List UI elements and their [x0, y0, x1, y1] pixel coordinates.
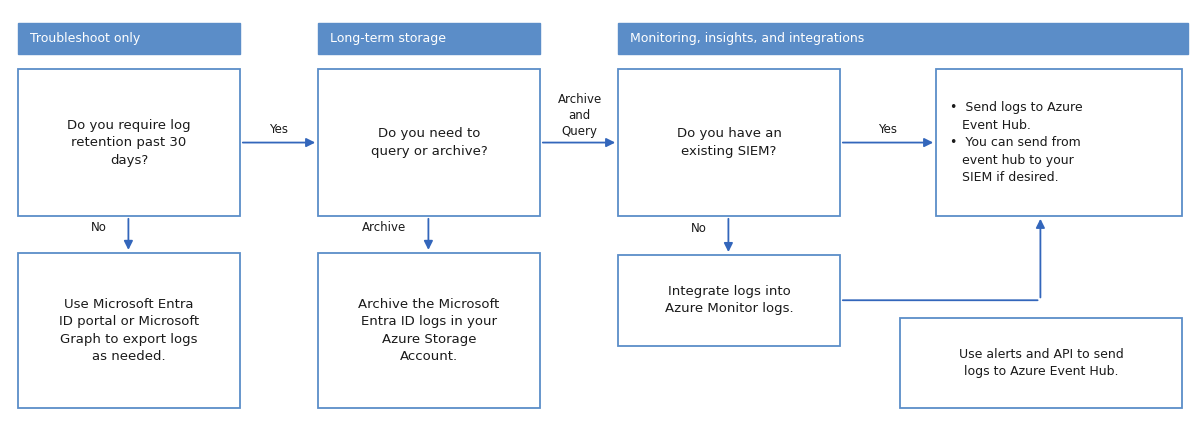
FancyBboxPatch shape: [318, 253, 540, 408]
FancyBboxPatch shape: [18, 253, 240, 408]
FancyBboxPatch shape: [18, 23, 240, 54]
FancyBboxPatch shape: [318, 23, 540, 54]
Text: Archive: Archive: [362, 221, 406, 234]
Text: Archive the Microsoft
Entra ID logs in your
Azure Storage
Account.: Archive the Microsoft Entra ID logs in y…: [359, 298, 499, 363]
Text: •  Send logs to Azure
   Event Hub.
•  You can send from
   event hub to your
  : • Send logs to Azure Event Hub. • You ca…: [950, 101, 1084, 184]
Text: Use alerts and API to send
logs to Azure Event Hub.: Use alerts and API to send logs to Azure…: [959, 348, 1123, 378]
Text: Yes: Yes: [269, 123, 288, 136]
Text: Archive
and
Query: Archive and Query: [558, 93, 601, 138]
Text: Long-term storage: Long-term storage: [330, 32, 446, 45]
Text: Monitoring, insights, and integrations: Monitoring, insights, and integrations: [630, 32, 864, 45]
FancyBboxPatch shape: [18, 69, 240, 216]
FancyBboxPatch shape: [618, 255, 840, 346]
Text: No: No: [690, 222, 707, 235]
Text: Do you require log
retention past 30
days?: Do you require log retention past 30 day…: [67, 118, 191, 167]
Text: Integrate logs into
Azure Monitor logs.: Integrate logs into Azure Monitor logs.: [665, 285, 793, 315]
FancyBboxPatch shape: [618, 69, 840, 216]
Text: Yes: Yes: [878, 123, 898, 136]
FancyBboxPatch shape: [936, 69, 1182, 216]
FancyBboxPatch shape: [318, 69, 540, 216]
Text: Troubleshoot only: Troubleshoot only: [30, 32, 140, 45]
Text: Do you need to
query or archive?: Do you need to query or archive?: [371, 127, 487, 158]
Text: Use Microsoft Entra
ID portal or Microsoft
Graph to export logs
as needed.: Use Microsoft Entra ID portal or Microso…: [59, 298, 199, 363]
FancyBboxPatch shape: [618, 23, 1188, 54]
Text: Do you have an
existing SIEM?: Do you have an existing SIEM?: [677, 127, 781, 158]
Text: No: No: [90, 221, 107, 234]
FancyBboxPatch shape: [900, 318, 1182, 408]
